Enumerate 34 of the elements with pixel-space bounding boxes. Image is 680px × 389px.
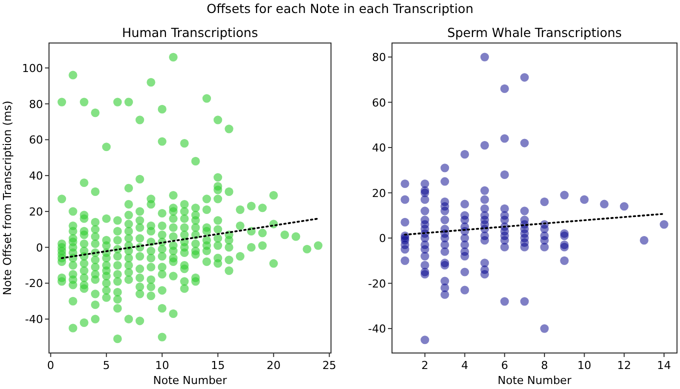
y-tick-label: -20 <box>368 277 386 290</box>
x-axis-title: Note Number <box>498 374 572 387</box>
y-tick-label: 100 <box>22 62 43 75</box>
x-tick-label: 6 <box>501 359 508 372</box>
y-tick-label: 20 <box>29 205 43 218</box>
x-tick-label: 10 <box>577 359 592 372</box>
y-tick-label: 60 <box>372 96 386 110</box>
x-tick-label: 2 <box>421 359 428 372</box>
x-tick-label: 15 <box>210 359 225 372</box>
y-tick-label: -40 <box>368 322 386 336</box>
y-axis-title: Note Offset from Transcription (ms) <box>1 100 14 296</box>
x-tick-label: 4 <box>461 359 468 372</box>
y-tick-label: 20 <box>372 186 386 200</box>
y-tick-label: 0 <box>36 241 43 254</box>
chart-title: Human Transcriptions <box>122 25 258 40</box>
y-tick-label: 40 <box>29 170 43 183</box>
x-axis-title: Note Number <box>153 374 228 387</box>
y-tick-label: 40 <box>372 142 386 155</box>
x-tick-label: 8 <box>540 359 548 372</box>
chart-title: Sperm Whale Transcriptions <box>447 25 622 40</box>
x-tick-label: 20 <box>266 359 281 372</box>
text: Offsets for each Note in each Transcription <box>206 1 474 16</box>
y-tick-label: 60 <box>29 134 43 147</box>
y-tick-label: -40 <box>25 313 43 326</box>
y-tick-label: 80 <box>29 98 43 111</box>
y-tick-label: 0 <box>379 232 386 246</box>
x-tick-label: 5 <box>102 359 110 372</box>
x-tick-label: 10 <box>155 359 170 372</box>
y-tick-label: -20 <box>25 277 43 290</box>
y-tick-label: 80 <box>372 51 386 64</box>
x-tick-label: 14 <box>657 359 672 372</box>
x-tick-label: 25 <box>322 359 336 372</box>
x-tick-label: 0 <box>47 359 54 372</box>
x-tick-label: 12 <box>617 359 632 372</box>
